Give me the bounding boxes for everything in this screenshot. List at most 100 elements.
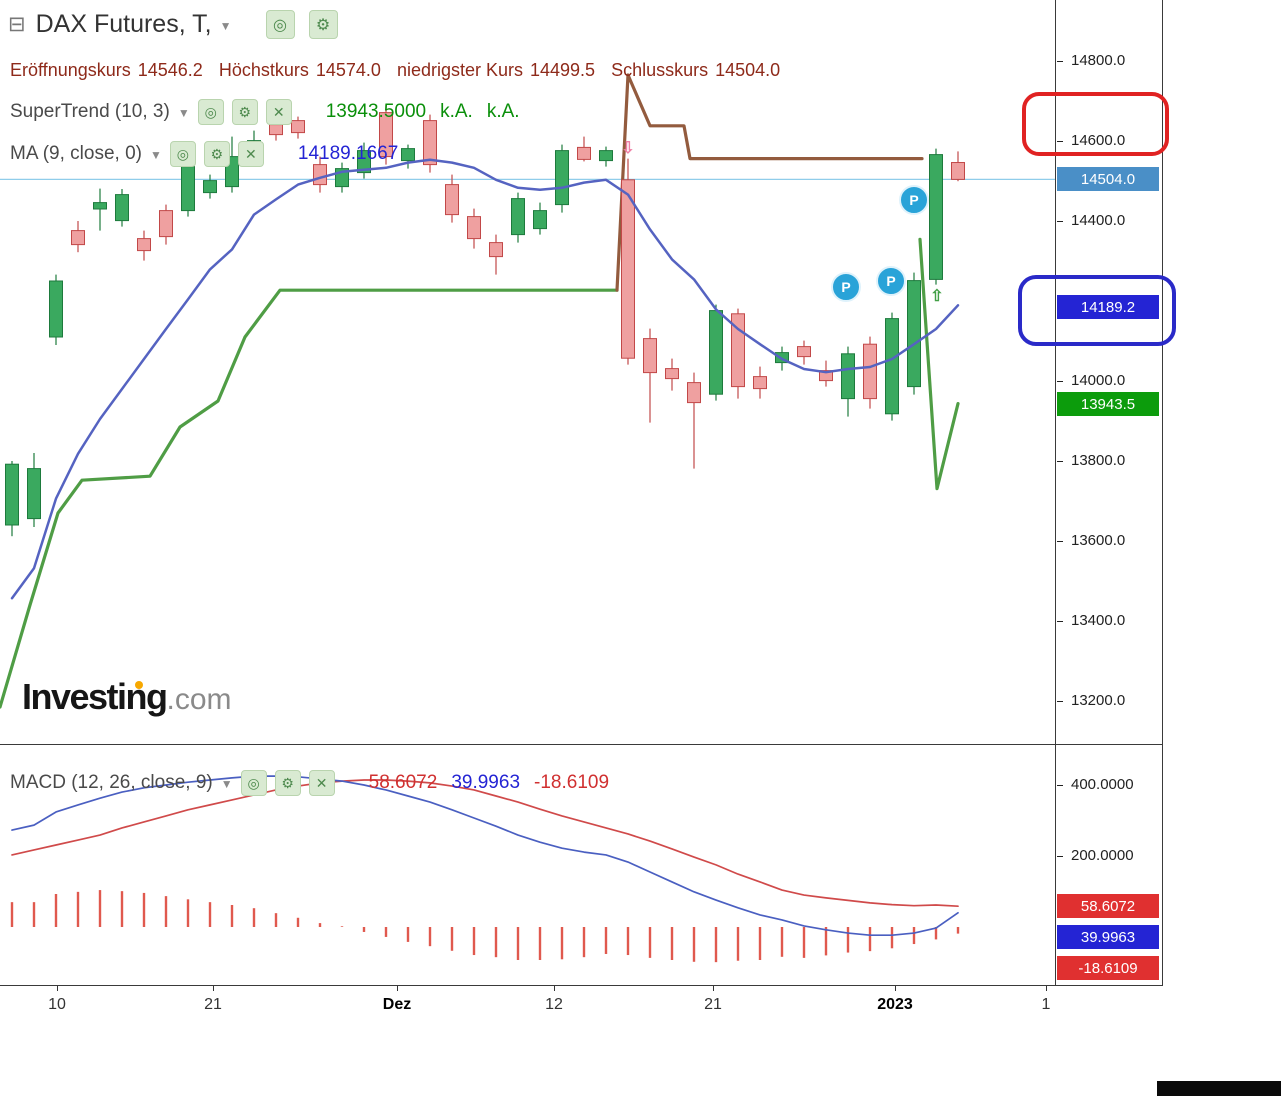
symbol-header: ⊟ DAX Futures, T, ▼ ◎ ⚙ xyxy=(8,10,352,39)
target-icon: ◎ xyxy=(176,145,189,162)
chevron-down-icon[interactable]: ▼ xyxy=(177,106,190,120)
price-axis-tick: 14400.0 xyxy=(1056,212,1162,230)
supertrend-ka2: k.A. xyxy=(486,101,520,122)
investing-watermark: Investing.com xyxy=(22,676,232,718)
open-label: Eröffnungskurs xyxy=(10,60,131,80)
time-axis-label: 1 xyxy=(1041,996,1051,1013)
chevron-down-icon[interactable]: ▼ xyxy=(220,777,233,791)
time-axis-tickmark xyxy=(1046,986,1047,991)
watermark-text: Investing xyxy=(22,676,168,717)
price-axis-tick: 14000.0 xyxy=(1056,372,1162,390)
position-marker[interactable]: P xyxy=(876,266,906,296)
close-value: 14504.0 xyxy=(715,60,781,80)
time-axis-label: 10 xyxy=(48,996,66,1013)
up-arrow-marker: ⇧ xyxy=(930,288,943,305)
time-axis[interactable]: 10 21 Dez 12 21 2023 1 xyxy=(0,985,1162,1025)
supertrend-price-badge: 13943.5 xyxy=(1057,392,1159,416)
supertrend-value: 13943.5000 xyxy=(325,101,427,122)
price-axis-tick: 13600.0 xyxy=(1056,532,1162,550)
time-axis-label: 21 xyxy=(704,996,722,1013)
ma-price-badge: 14189.2 xyxy=(1057,295,1159,319)
macd-line-value: 39.9963 xyxy=(451,772,521,793)
price-axis-separator xyxy=(1055,0,1056,985)
blue-highlight-box[interactable] xyxy=(1018,275,1176,346)
target-icon: ◎ xyxy=(247,774,260,791)
price-axis[interactable]: 14800.0 14600.0 14400.0 14000.0 13800.0 13600… xyxy=(1056,0,1162,985)
low-label: niedrigster Kurs xyxy=(396,60,523,80)
close-icon: ✕ xyxy=(245,145,257,162)
ma-legend: MA (9, close, 0) ▼ ◎ ⚙ ✕ 14189.1667 xyxy=(10,141,412,167)
symbol-title[interactable]: DAX Futures, T, xyxy=(35,10,212,38)
time-axis-label: 2023 xyxy=(877,996,913,1013)
price-axis-tick: 13200.0 xyxy=(1056,692,1162,710)
price-axis-tick: 14800.0 xyxy=(1056,52,1162,70)
supertrend-line xyxy=(918,237,960,491)
time-axis-tickmark xyxy=(57,986,58,991)
high-label: Höchstkurs xyxy=(218,60,309,80)
close-icon: ✕ xyxy=(315,774,328,791)
position-marker[interactable]: P xyxy=(831,272,861,302)
collapse-icon[interactable]: ⊟ xyxy=(8,13,26,36)
target-icon: ◎ xyxy=(273,16,287,34)
ma-visibility-button[interactable]: ◎ xyxy=(169,141,196,167)
macd-settings-button[interactable]: ⚙ xyxy=(274,770,301,796)
time-axis-label: 12 xyxy=(545,996,563,1013)
time-axis-separator xyxy=(0,985,1163,986)
time-axis-label: 21 xyxy=(204,996,222,1013)
ma-line xyxy=(10,158,960,600)
chart-style-button[interactable]: ◎ xyxy=(265,10,295,39)
chevron-down-icon[interactable]: ▼ xyxy=(219,18,232,33)
macd-remove-button[interactable]: ✕ xyxy=(308,770,335,796)
close-icon: ✕ xyxy=(272,103,285,120)
gear-icon: ⚙ xyxy=(315,16,331,34)
ma-value: 14189.1667 xyxy=(297,143,399,164)
down-arrow-marker: ⇩ xyxy=(621,140,634,157)
time-axis-tickmark xyxy=(554,986,555,991)
supertrend-legend: SuperTrend (10, 3) ▼ ◎ ⚙ ✕ 13943.5000 k.… xyxy=(10,99,534,125)
target-icon: ◎ xyxy=(204,103,217,120)
supertrend-label[interactable]: SuperTrend (10, 3) xyxy=(10,101,170,122)
high-value: 14574.0 xyxy=(315,60,381,80)
time-axis-tickmark xyxy=(713,986,714,991)
ma-remove-button[interactable]: ✕ xyxy=(237,141,264,167)
supertrend-line xyxy=(615,73,924,292)
macd-legend: MACD (12, 26, close, 9) ▼ ◎ ⚙ ✕ 58.6072 … xyxy=(10,770,623,796)
macd-label[interactable]: MACD (12, 26, close, 9) xyxy=(10,772,213,793)
price-axis-tick: 13800.0 xyxy=(1056,452,1162,470)
macd-signal-line xyxy=(11,779,959,908)
price-axis-tick: 14600.0 xyxy=(1056,132,1162,150)
macd-signal-badge: 58.6072 xyxy=(1057,894,1159,918)
ma-settings-button[interactable]: ⚙ xyxy=(203,141,230,167)
time-axis-label: Dez xyxy=(382,996,412,1013)
right-border xyxy=(1162,0,1163,985)
candles-layer xyxy=(5,104,965,537)
chart-settings-button[interactable]: ⚙ xyxy=(308,10,338,39)
macd-axis-tick: 400.0000 xyxy=(1056,776,1162,794)
macd-panel-separator[interactable] xyxy=(0,744,1163,745)
watermark-suffix: .com xyxy=(166,683,232,716)
chevron-down-icon[interactable]: ▼ xyxy=(150,148,162,162)
supertrend-ka1: k.A. xyxy=(440,101,473,122)
supertrend-remove-button[interactable]: ✕ xyxy=(265,99,292,125)
close-label: Schlusskurs xyxy=(611,60,709,80)
gear-icon: ⚙ xyxy=(281,774,294,791)
supertrend-settings-button[interactable]: ⚙ xyxy=(231,99,258,125)
watermark-orange-dot xyxy=(135,681,143,689)
ma-label[interactable]: MA (9, close, 0) xyxy=(10,143,142,164)
low-value: 14499.5 xyxy=(530,60,596,80)
price-chart-canvas[interactable]: ⇩⇧ xyxy=(0,0,1163,985)
macd-histogram-layer xyxy=(10,890,960,963)
red-highlight-box[interactable] xyxy=(1022,92,1169,156)
time-axis-tickmark xyxy=(397,986,398,991)
macd-visibility-button[interactable]: ◎ xyxy=(240,770,267,796)
macd-signal-value: 58.6072 xyxy=(368,772,438,793)
macd-line xyxy=(11,775,959,937)
time-axis-tickmark xyxy=(213,986,214,991)
position-marker[interactable]: P xyxy=(899,185,929,215)
macd-axis-tick: 200.0000 xyxy=(1056,847,1162,865)
supertrend-visibility-button[interactable]: ◎ xyxy=(197,99,224,125)
price-axis-tick: 13400.0 xyxy=(1056,612,1162,630)
time-axis-tickmark xyxy=(895,986,896,991)
open-value: 14546.2 xyxy=(137,60,203,80)
